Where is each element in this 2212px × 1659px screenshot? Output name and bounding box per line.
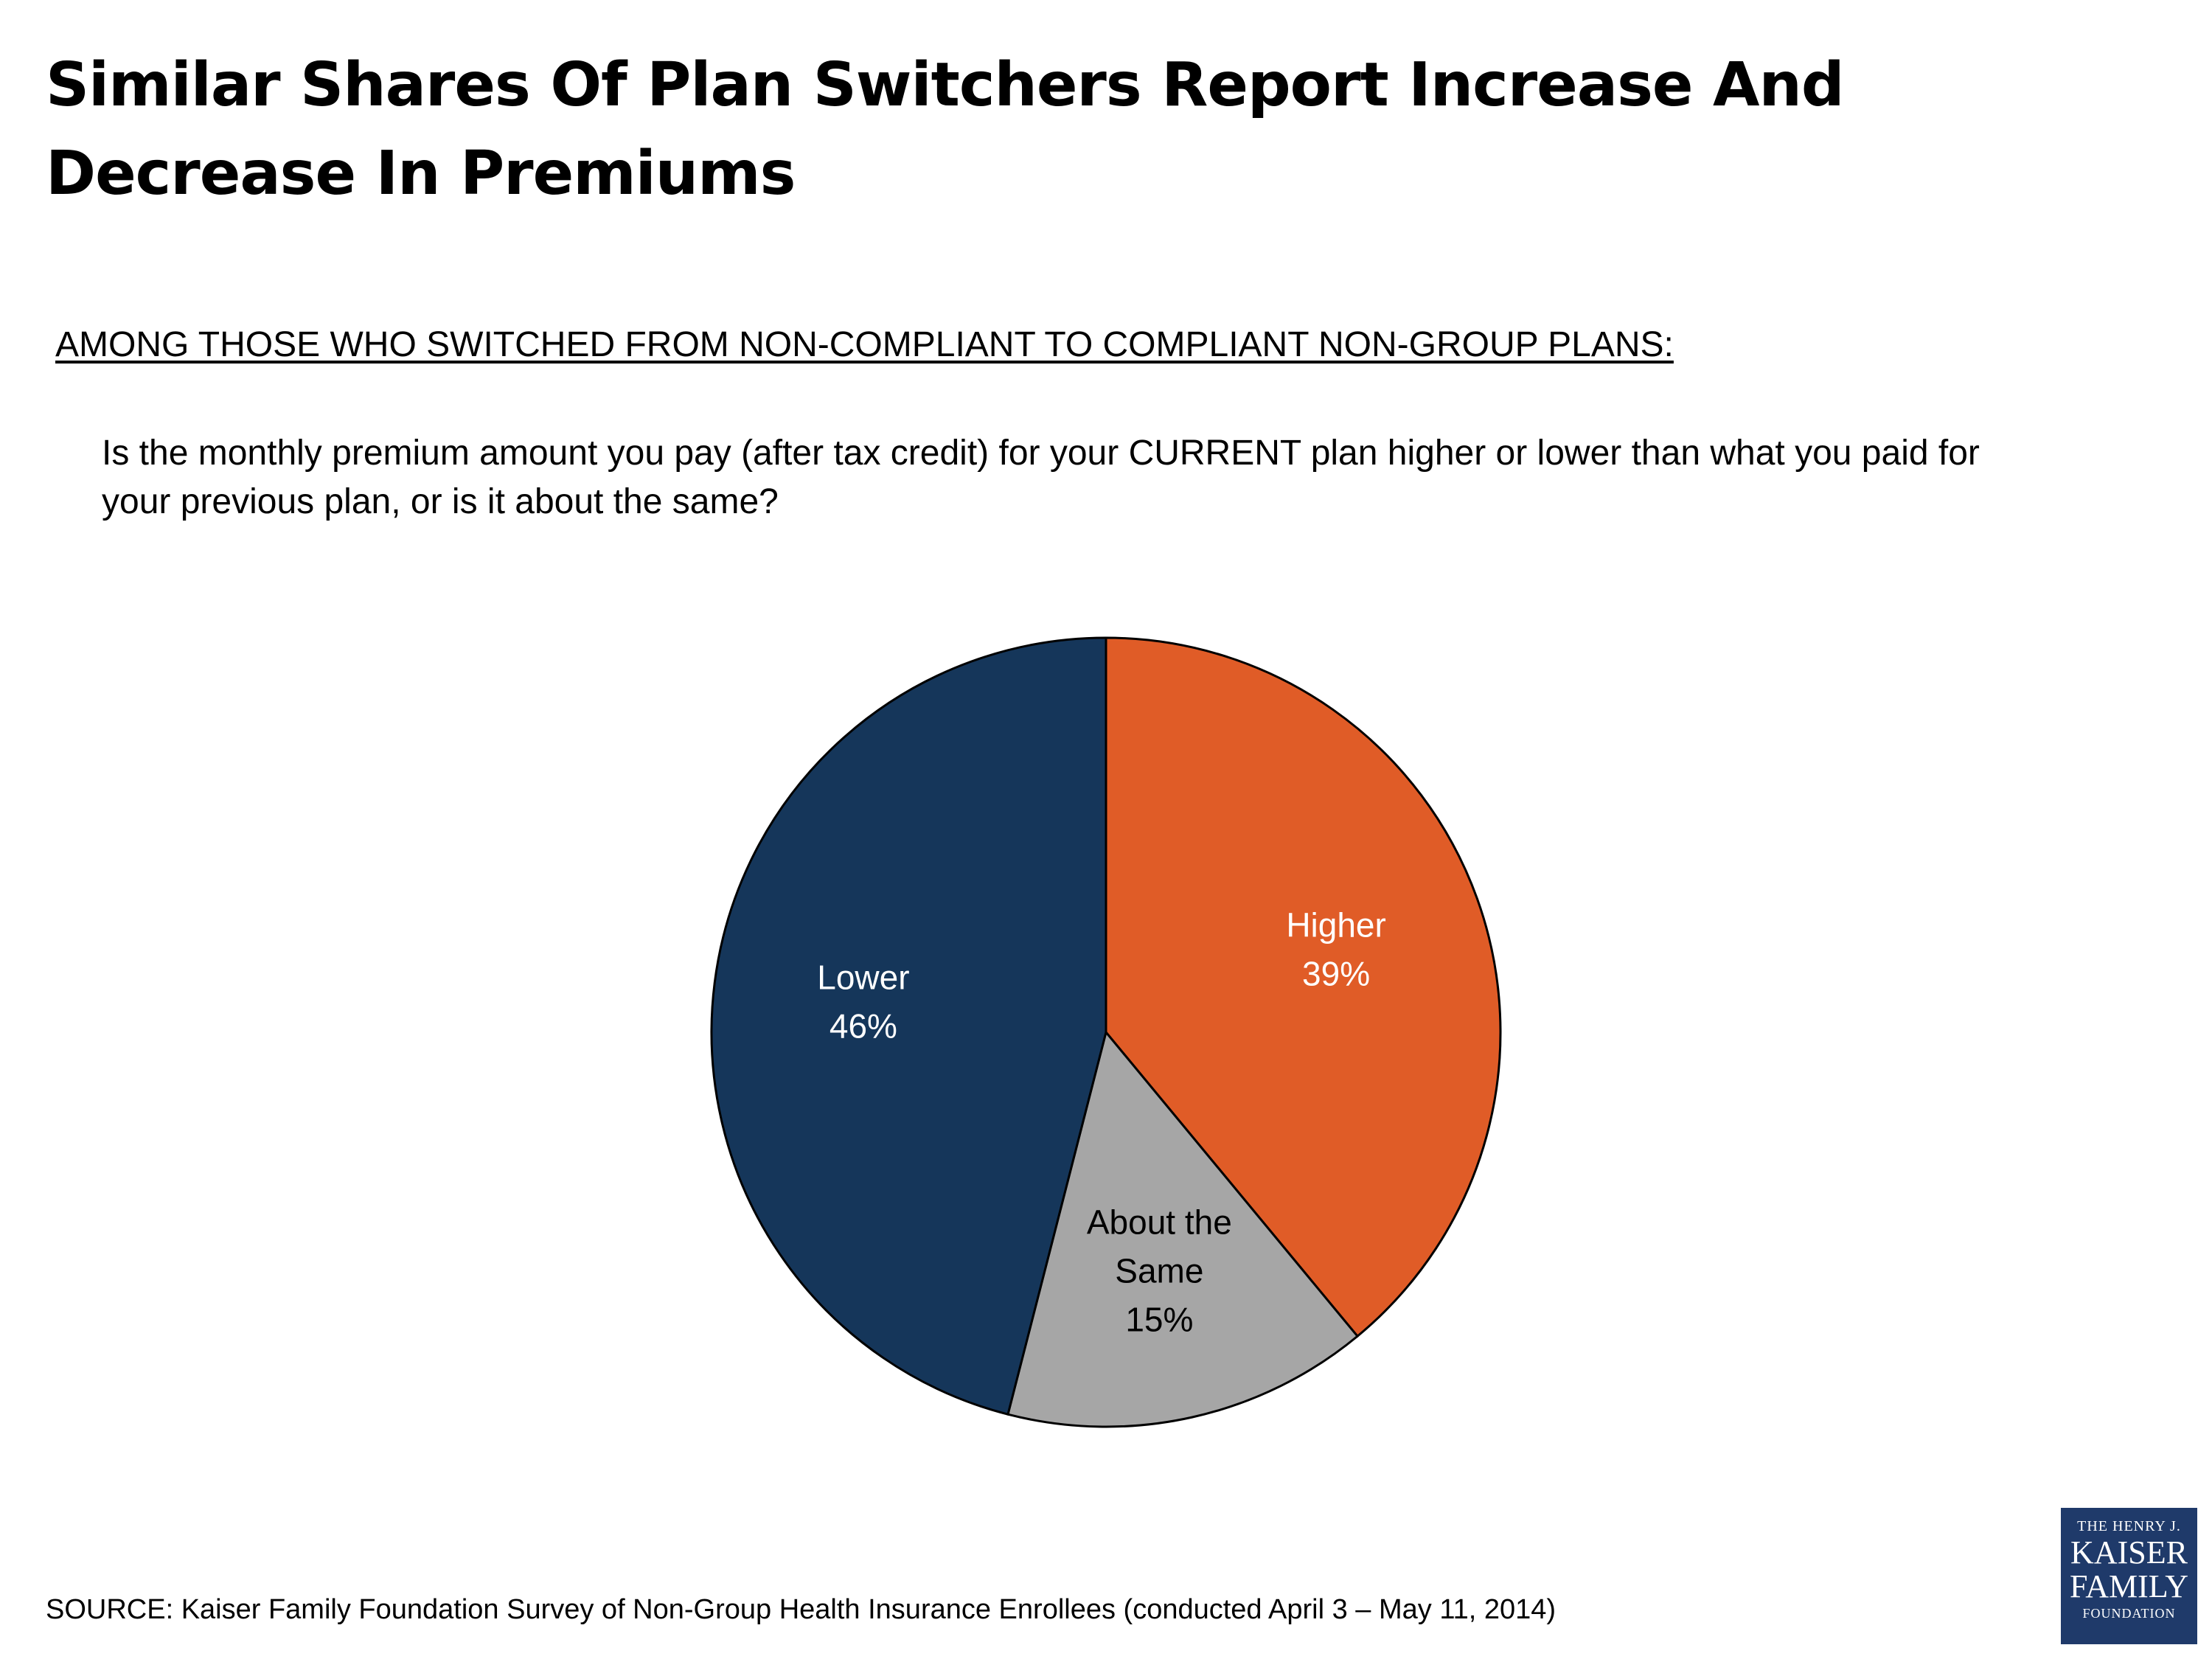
pie-label-lower: Lower 46% xyxy=(817,958,909,1045)
chart-subtitle: AMONG THOSE WHO SWITCHED FROM NON-COMPLI… xyxy=(55,325,1674,364)
logo-line-1: THE HENRY J. xyxy=(2077,1518,2181,1534)
logo-line-3: FAMILY xyxy=(2069,1568,2188,1604)
source-note: SOURCE: Kaiser Family Foundation Survey … xyxy=(46,1594,1557,1625)
survey-question: Is the monthly premium amount you pay (a… xyxy=(102,434,1980,521)
chart-title: Similar Shares Of Plan Switchers Report … xyxy=(46,50,1845,209)
pie-slice-about-the-same xyxy=(1006,1029,1360,1428)
pie-slice-higher xyxy=(1105,636,1502,1338)
pie-label-higher: Higher 39% xyxy=(1286,906,1386,993)
pie-chart: Higher 39% About the Same 15% Lower 46% xyxy=(710,636,1502,1428)
logo-line-4: FOUNDATION xyxy=(2082,1606,2176,1621)
pie-label-about-the-same: About the Same 15% xyxy=(1087,1203,1232,1339)
pie-slice-lower xyxy=(710,636,1107,1416)
kaiser-family-foundation-logo: THE HENRY J. KAISER FAMILY FOUNDATION xyxy=(2061,1508,2197,1644)
logo-line-2: KAISER xyxy=(2070,1534,2188,1571)
